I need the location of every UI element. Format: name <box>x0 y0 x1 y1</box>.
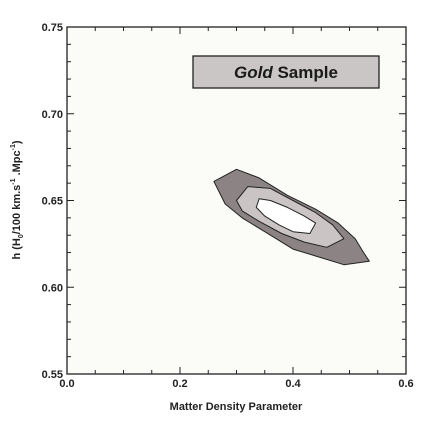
x-tick-label: 0.2 <box>172 378 187 390</box>
x-tick-label: 0.4 <box>285 378 301 390</box>
annotation-rest: Sample <box>273 63 338 82</box>
annotation-label: Gold Sample <box>234 63 338 82</box>
annotation-box: Gold Sample <box>192 55 380 89</box>
y-tick-label: 0.65 <box>42 196 63 208</box>
contour-layer <box>213 168 370 266</box>
tick-layer: 0.0 0.2 0.4 0.6 0.55 0.60 0.65 0.70 0.75 <box>42 22 414 390</box>
x-tick-label: 0.6 <box>398 378 413 390</box>
y-tick-label: 0.75 <box>42 22 63 34</box>
y-tick-label: 0.55 <box>42 369 63 381</box>
annotation-italic: Gold <box>234 63 273 82</box>
y-tick-label: 0.70 <box>42 109 63 121</box>
y-tick-label: 0.60 <box>42 282 63 294</box>
x-axis-label: Matter Density Parameter <box>170 401 303 413</box>
y-axis-label: h (H0/100 km.s-1 .Mpc-1) <box>10 140 25 259</box>
x-tick-label: 0.0 <box>59 378 74 390</box>
contour-inner <box>255 198 317 234</box>
